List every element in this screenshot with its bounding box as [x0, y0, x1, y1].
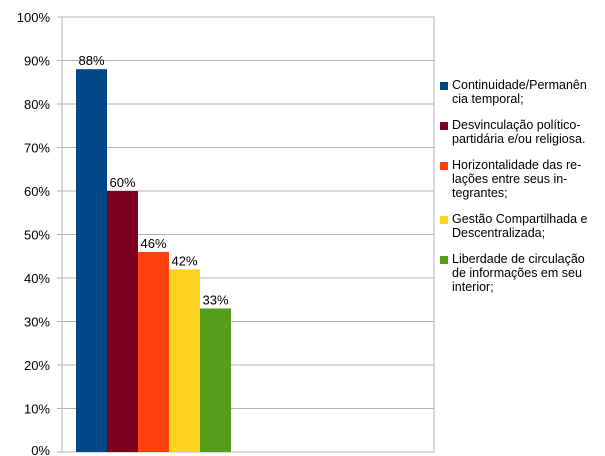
- y-tick-label: 40%: [24, 271, 50, 286]
- y-tick-label: 50%: [24, 228, 50, 243]
- bar: [76, 69, 107, 452]
- data-label: 42%: [171, 253, 197, 268]
- y-tick-label: 20%: [24, 358, 50, 373]
- bar: [169, 269, 200, 452]
- bars: [76, 69, 231, 452]
- y-tick-label: 100%: [17, 10, 51, 25]
- y-tick-label: 60%: [24, 184, 50, 199]
- legend-swatch: [440, 162, 448, 170]
- y-tick-label: 10%: [24, 402, 50, 417]
- bar: [107, 191, 138, 452]
- legend-swatch: [440, 122, 448, 130]
- legend-label: partidária e/ou religiosa.: [452, 132, 586, 146]
- legend-label: de informações em seu: [452, 266, 582, 280]
- legend-label: Horizontalidade das re-: [452, 158, 582, 172]
- legend-label: Gestão Compartilhada e: [452, 212, 588, 226]
- legend-label: interior;: [452, 280, 494, 294]
- legend-label: tegrantes;: [452, 186, 508, 200]
- data-label: 88%: [78, 53, 104, 68]
- bar: [200, 308, 231, 452]
- bar: [138, 251, 169, 452]
- data-labels: 88% 60% 46% 42% 33%: [78, 53, 228, 307]
- y-tick-label: 0%: [31, 443, 50, 456]
- legend-label: cia temporal;: [452, 92, 524, 106]
- legend-item: Continuidade/Permanên cia temporal;: [440, 78, 605, 106]
- legend-item: Horizontalidade das re-lações entre seus…: [440, 158, 605, 200]
- data-label: 46%: [140, 236, 166, 251]
- y-tick-label: 80%: [24, 97, 50, 112]
- data-label: 33%: [202, 292, 228, 307]
- legend-label: Liberdade de circulação: [452, 252, 585, 266]
- legend-item: Gestão Compartilhada e Descentralizada;: [440, 212, 605, 240]
- y-axis-ticks: 0% 10% 20% 30% 40% 50% 60% 70% 80% 90% 100%: [17, 10, 62, 456]
- y-tick-label: 30%: [24, 315, 50, 330]
- legend-swatch: [440, 82, 448, 90]
- data-label: 60%: [109, 175, 135, 190]
- legend-swatch: [440, 216, 448, 224]
- legend-label: Continuidade/Permanên: [452, 78, 587, 92]
- legend: Continuidade/Permanên cia temporal; Desvin…: [440, 78, 605, 306]
- legend-item: Liberdade de circulação de informações em…: [440, 252, 605, 294]
- legend-label: Desvinculação político-: [452, 118, 581, 132]
- y-tick-label: 90%: [24, 54, 50, 69]
- legend-item: Desvinculação político-partidária e/ou r…: [440, 118, 605, 146]
- legend-swatch: [440, 256, 448, 264]
- legend-label: Descentralizada;: [452, 226, 546, 240]
- y-tick-label: 70%: [24, 141, 50, 156]
- legend-label: lações entre seus in-: [452, 172, 568, 186]
